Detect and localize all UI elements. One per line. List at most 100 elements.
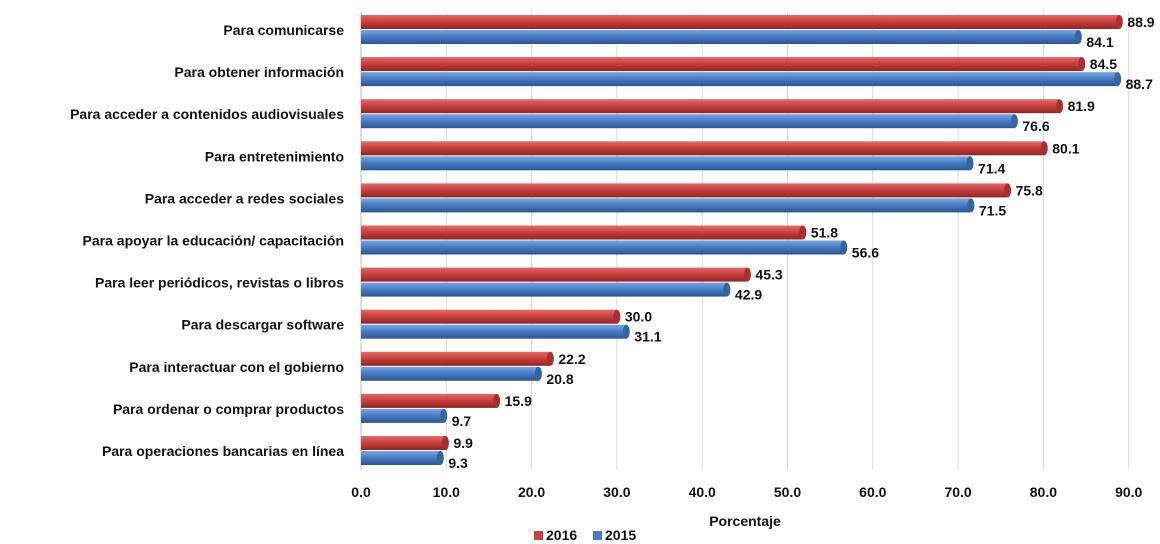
data-label: 22.2 (558, 351, 585, 367)
bar-body (361, 114, 1015, 129)
data-label: 71.4 (978, 160, 1005, 176)
bar-body (361, 99, 1060, 114)
bar-body (361, 72, 1118, 87)
bar-2015-6 (361, 282, 731, 297)
data-label: 9.3 (448, 455, 468, 471)
data-label: 20.8 (546, 371, 573, 387)
bar-body (361, 408, 444, 423)
bar-cap (493, 393, 501, 408)
data-label: 45.3 (755, 267, 782, 283)
bar-cap (441, 436, 449, 450)
bar-2015-8 (361, 366, 542, 381)
bar-2016-0 (361, 15, 1123, 29)
bar-2015-4 (361, 198, 975, 213)
data-label: 88.9 (1127, 14, 1154, 30)
x-tick-label: 90.0 (1115, 484, 1142, 500)
bar-body (361, 156, 971, 171)
bar-cap (1004, 183, 1012, 198)
bar-cap (534, 366, 542, 381)
data-label: 9.7 (452, 413, 472, 429)
bar-body (361, 436, 446, 450)
bar-cap (440, 408, 448, 423)
bar-cap (1078, 57, 1086, 72)
bar-2016-2 (361, 99, 1064, 114)
x-tick-label: 20.0 (518, 484, 545, 500)
bar-2015-0 (361, 30, 1082, 44)
bar-body (361, 282, 727, 297)
bar-body (361, 30, 1079, 44)
bar-cap (436, 451, 444, 465)
data-label: 56.6 (852, 245, 879, 261)
data-label: 75.8 (1016, 182, 1043, 198)
bar-2016-6 (361, 267, 751, 282)
bar-body (361, 351, 551, 366)
bar-cap (799, 225, 807, 240)
bar-body (361, 267, 748, 282)
bar-2016-5 (361, 225, 807, 240)
bar-cap (1114, 72, 1122, 87)
category-label: Para apoyar la educación/ capacitación (83, 233, 344, 249)
category-label: Para acceder a redes sociales (145, 190, 344, 206)
bar-body (361, 141, 1045, 156)
bar-2016-1 (361, 57, 1086, 72)
bar-2015-5 (361, 240, 848, 255)
bar-2015-3 (361, 156, 974, 171)
data-label: 88.7 (1126, 76, 1153, 92)
data-label: 51.8 (811, 225, 838, 241)
x-axis-title: Porcentaje (709, 513, 781, 529)
x-tick-label: 30.0 (603, 484, 630, 500)
bar-2016-3 (361, 141, 1048, 156)
bar-cap (1115, 15, 1123, 29)
data-label: 15.9 (505, 393, 532, 409)
bar-cap (1074, 30, 1082, 44)
x-tick-label: 70.0 (944, 484, 971, 500)
category-labels: Para comunicarse Para obtener información… (70, 22, 344, 459)
bar-body (361, 57, 1082, 72)
bar-2016-10 (361, 436, 449, 450)
bar-cap (613, 309, 621, 324)
bar-cap (840, 240, 848, 255)
legend-label: 2015 (605, 527, 636, 543)
data-label: 9.9 (453, 435, 473, 451)
data-label: 76.6 (1022, 118, 1049, 134)
bar-cap (1040, 141, 1048, 156)
x-tick-label: 0.0 (351, 484, 371, 500)
x-tick-label: 10.0 (433, 484, 460, 500)
legend-label: 2016 (546, 527, 577, 543)
bar-2015-1 (361, 72, 1122, 87)
x-tick-label: 40.0 (689, 484, 716, 500)
bar-cap (546, 351, 554, 366)
bar-body (361, 15, 1120, 29)
bar-cap (1056, 99, 1064, 114)
x-tick-label: 60.0 (859, 484, 886, 500)
data-label: 30.0 (625, 309, 652, 325)
x-tick-label: 50.0 (774, 484, 801, 500)
legend: 2016 2015 (534, 527, 636, 543)
bar-2015-9 (361, 408, 448, 423)
bar-2015-10 (361, 451, 444, 465)
data-label: 42.9 (735, 287, 762, 303)
x-axis-ticks: 0.0 10.0 20.0 30.0 40.0 50.0 60.0 70.0 80.0 90.0 (351, 484, 1142, 500)
category-label: Para leer periódicos, revistas o libros (95, 275, 344, 291)
bar-body (361, 309, 617, 324)
data-label: 81.9 (1068, 98, 1095, 114)
bar-body (361, 393, 497, 408)
bar-cap (1010, 114, 1018, 129)
bar-2015-7 (361, 324, 630, 339)
bar-body (361, 324, 627, 339)
bar-2016-7 (361, 309, 621, 324)
legend-swatch-2015 (593, 531, 602, 540)
bar-2015-2 (361, 114, 1018, 129)
category-label: Para comunicarse (223, 22, 344, 38)
category-label: Para descargar software (181, 317, 344, 333)
data-label: 80.1 (1052, 140, 1079, 156)
bar-body (361, 183, 1008, 198)
bar-cap (967, 198, 975, 213)
category-label: Para acceder a contenidos audiovisuales (70, 106, 344, 122)
bar-body (361, 451, 441, 465)
bar-cap (966, 156, 974, 171)
data-labels: 88.9 84.1 84.5 88.7 81.9 76.680.1 71.4 75.8 71.5… (448, 14, 1154, 471)
bar-body (361, 240, 844, 255)
data-label: 84.1 (1086, 34, 1113, 50)
bar-body (361, 198, 971, 213)
